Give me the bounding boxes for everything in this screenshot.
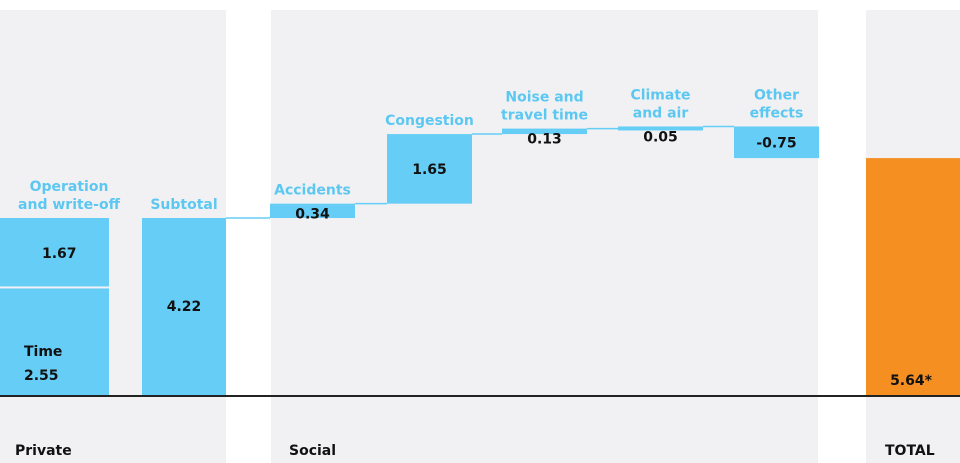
category-label: Subtotal <box>150 197 217 213</box>
value-label: 1.65 <box>412 162 447 178</box>
category-label: Accidents <box>274 183 351 199</box>
bar-social-3 <box>502 128 587 135</box>
category-label: Climate <box>630 87 690 103</box>
category-label: Congestion <box>385 113 474 129</box>
category-label: effects <box>750 105 804 121</box>
bars <box>0 125 960 396</box>
bar-social-1 <box>270 203 355 218</box>
labels: Operation and write-off 1.67 Time 2.55 Subtot… <box>18 87 933 389</box>
category-label: and write-off <box>18 197 121 213</box>
value-label: 5.64* <box>890 373 933 389</box>
category-label: Operation <box>30 179 109 195</box>
section-title-total: TOTAL <box>885 443 935 459</box>
bar-social-2 <box>387 134 472 204</box>
bar-time <box>0 288 109 396</box>
value-label: 1.67 <box>42 246 77 262</box>
section-title-private: Private <box>15 443 72 459</box>
bar-social-4 <box>618 126 703 131</box>
value-label: 0.34 <box>295 207 330 223</box>
bar-operation <box>0 218 109 287</box>
value-label: -0.75 <box>756 135 796 151</box>
category-label: and air <box>633 105 689 121</box>
category-label: travel time <box>501 108 588 124</box>
value-label: 4.22 <box>167 299 202 315</box>
section-panels <box>0 10 960 463</box>
bar-total <box>866 158 960 396</box>
section-title-social: Social <box>289 443 336 459</box>
bar-social-5 <box>734 126 819 159</box>
value-label: 0.13 <box>527 132 562 148</box>
category-label: Other <box>754 87 799 103</box>
category-label: Time <box>24 344 62 360</box>
bar-subtotal <box>142 218 226 396</box>
category-label: Noise and <box>505 90 583 106</box>
value-label: 2.55 <box>24 368 59 384</box>
section-titles: Private Social TOTAL <box>15 443 935 459</box>
panel-social <box>271 10 818 463</box>
value-label: 0.05 <box>643 129 678 145</box>
